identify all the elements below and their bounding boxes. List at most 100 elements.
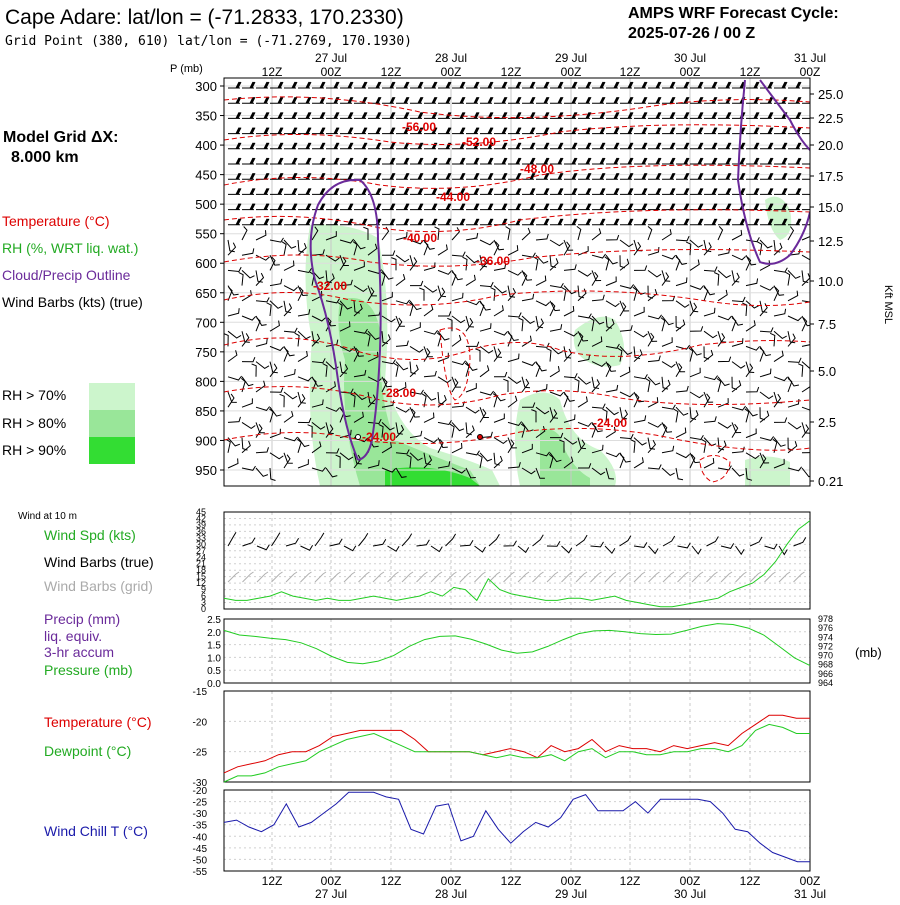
wind-barb: [704, 157, 718, 165]
wind-barb: [592, 188, 606, 195]
wind-barb: [703, 286, 709, 301]
wind-barb: [354, 157, 368, 165]
wind-barb: [604, 545, 616, 555]
wind-barb: [634, 157, 648, 165]
wind-barb: [689, 452, 701, 464]
wind-barb: [382, 203, 396, 211]
wind-barb: [749, 571, 762, 583]
wind-barb: [661, 337, 673, 347]
wind-barb: [311, 331, 319, 344]
wind-tick-label: 27: [196, 546, 206, 556]
wind-barb: [452, 157, 466, 165]
precip-label: Pressure (mb): [44, 662, 133, 678]
wind-barb: [619, 407, 628, 420]
wind-barb: [241, 315, 256, 321]
wind-barb: [731, 467, 745, 477]
wind-barb: [505, 226, 511, 241]
wind-barb: [298, 188, 312, 195]
wind-barb: [339, 361, 347, 374]
wind-barb: [521, 378, 530, 393]
wind-barb: [662, 535, 676, 547]
wind-barb: [479, 300, 491, 311]
wind-barb: [494, 157, 508, 165]
wind-barb: [606, 142, 620, 150]
wind-barb: [577, 332, 584, 347]
wind-barb: [507, 312, 522, 318]
time-hour-label-top: 12Z: [740, 65, 761, 79]
wind-barb: [493, 241, 500, 256]
wind-barb: [797, 363, 804, 377]
wind-barb: [270, 142, 284, 150]
wind-barb: [620, 96, 634, 104]
wind-barb: [241, 357, 256, 363]
wind-barb: [297, 309, 311, 317]
wind-barb: [479, 257, 489, 271]
wind-barb: [396, 203, 410, 211]
wind-barb: [717, 421, 732, 429]
wind-barb: [647, 421, 662, 428]
wind-barb: [550, 172, 564, 180]
wind-barb: [255, 272, 265, 286]
wind-barb: [451, 422, 465, 432]
wind-barb: [465, 274, 476, 287]
wind-barb: [717, 356, 732, 363]
wind-barb: [772, 438, 778, 453]
height-tick-label: 22.5: [818, 111, 843, 126]
wind-barb: [619, 433, 634, 440]
wind-barb: [630, 439, 636, 453]
wind-barb: [437, 461, 451, 469]
wind-barb: [475, 348, 481, 362]
wind-barb: [732, 218, 746, 226]
wind-barb: [353, 369, 367, 378]
wind-barb: [381, 334, 391, 347]
wind-barb: [367, 285, 377, 297]
wind-barb: [735, 545, 745, 556]
wind-barb: [340, 127, 354, 135]
wind-barb: [574, 378, 580, 393]
pressure-tick-label: 650: [195, 286, 217, 301]
wind-barb: [522, 81, 536, 89]
wind-barb: [685, 241, 692, 256]
wind-barb: [228, 203, 242, 211]
wind-barb: [717, 315, 732, 321]
wind-barb: [536, 218, 550, 226]
wind-barb: [242, 142, 256, 150]
wind-barb: [242, 571, 254, 583]
wind-barb: [283, 436, 298, 442]
wind-barb: [676, 142, 690, 150]
wind-barb: [270, 218, 284, 226]
wind-barb: [675, 319, 686, 332]
temperature-label: -40.00: [403, 231, 437, 245]
wind-barb: [354, 81, 368, 89]
wind-barb: [532, 571, 544, 583]
wind-barb: [633, 393, 640, 408]
wind-barb: [535, 233, 549, 241]
wind-barb: [718, 172, 732, 180]
wind-barb: [689, 410, 699, 423]
wind-barb: [647, 397, 659, 408]
wind-barb: [741, 302, 748, 317]
wind-barb: [326, 172, 340, 180]
wind-barb: [549, 324, 563, 332]
wind-barb: [549, 452, 562, 463]
wind-barb: [382, 172, 396, 180]
wind-barb: [634, 127, 648, 135]
wind-barb: [297, 393, 306, 408]
wind-barb: [704, 81, 718, 89]
wind-barb: [760, 157, 774, 165]
wind-barb: [339, 255, 349, 266]
wind-barb: [480, 203, 494, 211]
wind-barb: [465, 450, 480, 456]
wind-barb: [605, 254, 618, 265]
wind-barb: [242, 81, 256, 89]
wind-barb: [285, 571, 298, 583]
wind-barb: [731, 405, 746, 411]
wind-barb: [745, 256, 752, 271]
wind-panel-title: Wind at 10 m: [18, 511, 77, 522]
wind-barb: [353, 411, 364, 423]
wind-barb: [773, 393, 782, 408]
wind-barb: [633, 285, 646, 295]
wind-barb: [759, 410, 770, 423]
wind-barb: [424, 172, 438, 180]
wind-barb: [451, 315, 466, 324]
